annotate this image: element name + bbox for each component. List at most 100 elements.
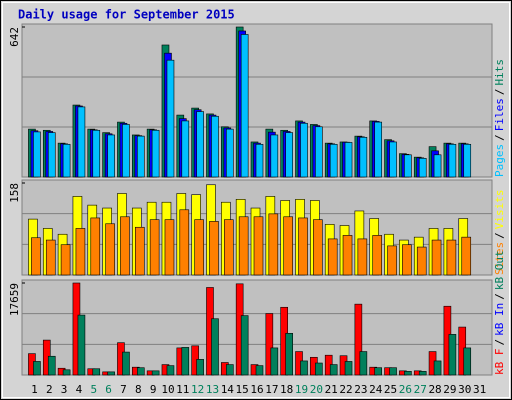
bar [374,121,383,178]
chart-title: Daily usage for September 2015 [18,8,235,22]
bar [107,371,115,376]
y-tick-label: 158 [8,183,21,203]
bar [90,217,101,276]
bar [255,365,264,376]
x-tick-label: 9 [150,383,157,396]
bar [92,129,101,178]
x-tick-label: 22 [339,383,352,396]
x-tick-label: 21 [325,383,338,396]
bar [374,367,383,376]
x-tick-label: 8 [135,383,142,396]
x-tick-label: 1 [31,383,38,396]
bar [181,120,190,178]
x-tick-label: 3 [61,383,68,396]
bar [134,226,145,276]
bar [270,347,279,376]
bar [224,219,234,276]
bar [120,216,130,276]
bar [372,235,383,276]
bar [92,368,101,376]
bar [62,369,71,376]
bar [211,115,219,178]
bar [357,238,368,276]
bar [404,371,412,376]
bar [270,134,279,178]
bar [31,237,41,276]
bar [327,238,338,276]
bar [149,219,160,276]
legend-separator: / [493,293,506,300]
legend-separator: / [493,89,506,96]
x-tick-label: 27 [414,383,427,396]
bar [418,371,427,376]
bar [136,367,145,376]
x-tick-label: 18 [280,383,293,396]
bar [300,360,308,376]
bar [47,132,56,178]
legend-entry: kB F [493,349,506,376]
bar [402,244,412,276]
x-tick-label: 4 [76,383,83,396]
bar [329,143,338,178]
bar [226,128,234,178]
legend-separator: / [493,134,506,141]
bar [122,351,130,376]
bar [164,219,175,276]
bar [359,351,368,376]
bar [329,364,338,376]
bar [209,221,219,276]
bar [166,59,175,178]
x-tick-label: 12 [191,383,204,396]
x-tick-label: 24 [369,383,383,396]
x-tick-label: 19 [295,383,308,396]
bar [136,135,145,178]
x-tick-label: 31 [473,383,486,396]
bar [253,216,264,276]
x-tick-label: 26 [399,383,412,396]
bar [194,219,204,276]
legend: kB F / kB In / kB Out [493,250,506,375]
bar [107,134,115,178]
legend-entry: Pages [493,144,506,177]
x-tick-label: 16 [250,383,263,396]
bar [315,126,323,178]
x-tick-label: 15 [236,383,249,396]
x-tick-label: 11 [176,383,189,396]
bar [122,124,130,178]
bar [268,213,279,276]
bar [47,355,56,376]
bar [354,303,363,376]
bar [196,359,204,376]
bar [265,313,274,376]
legend: Sites / Visits [493,190,506,276]
bar [448,334,457,376]
x-tick-label: 28 [428,383,441,396]
bar [416,246,427,276]
bar [387,245,397,276]
bar [77,314,86,376]
bar [418,158,427,178]
legend-entry: kB In [493,303,506,336]
bar [433,360,442,376]
bar [433,154,442,178]
x-tick-label: 5 [90,383,97,396]
bar [33,131,41,178]
x-tick-label: 13 [206,383,219,396]
legend-entry: Hits [493,59,506,86]
bar [344,361,353,376]
bar [342,235,353,276]
x-tick-label: 7 [120,383,127,396]
x-tick-label: 6 [105,383,112,396]
bar [315,362,323,376]
legend-entry: kB Out [493,250,506,290]
bar [60,244,71,276]
x-tick-label: 17 [265,383,278,396]
bar [45,239,56,276]
bar [105,223,115,276]
legend: Pages / Files / Hits [493,59,506,177]
bar [389,367,397,376]
x-tick-label: 14 [221,383,235,396]
bar [240,315,249,376]
